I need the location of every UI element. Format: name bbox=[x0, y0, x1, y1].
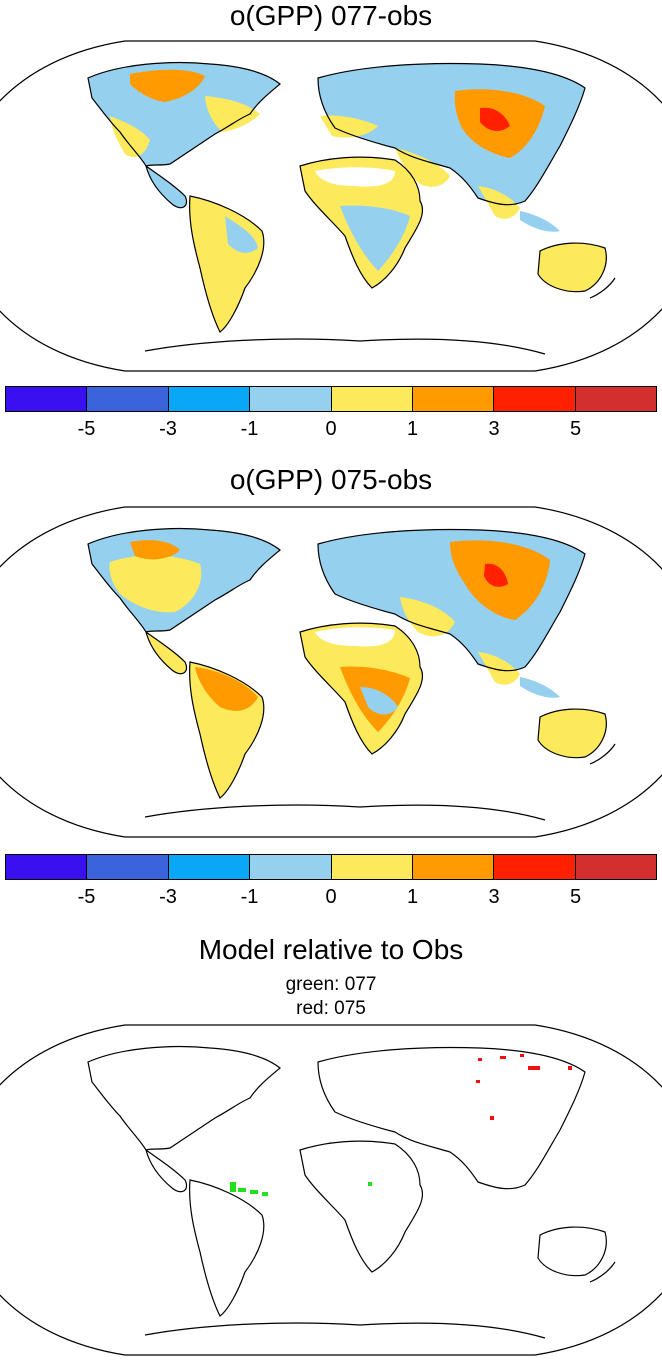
colorbar-2-ticks: -5 -3 -1 0 1 3 5 bbox=[5, 886, 657, 910]
colorbar-bin bbox=[87, 855, 169, 879]
tick-label: -3 bbox=[159, 886, 177, 908]
colorbar-bin bbox=[168, 855, 251, 879]
colorbar-1 bbox=[5, 386, 657, 412]
comparison-title: Model relative to Obs bbox=[198, 934, 464, 965]
colorbar-bin bbox=[6, 387, 88, 411]
colorbar-bin bbox=[331, 855, 413, 879]
colorbar-2 bbox=[5, 854, 657, 880]
colorbar-bin bbox=[87, 387, 169, 411]
red-markers bbox=[476, 1054, 572, 1120]
tick-label: 3 bbox=[488, 418, 500, 440]
tick-label: 3 bbox=[488, 886, 500, 908]
map-frame-2 bbox=[0, 506, 662, 838]
legend-green-label: green: 077 bbox=[285, 974, 377, 995]
tick-label: -5 bbox=[77, 418, 96, 440]
green-markers bbox=[230, 1182, 372, 1196]
colorbar-bin bbox=[168, 387, 251, 411]
gpp-fill-2 bbox=[88, 528, 607, 798]
map-panel-1 bbox=[0, 40, 662, 372]
colorbar-bin bbox=[331, 387, 413, 411]
colorbar-bin bbox=[412, 855, 495, 879]
tick-label: 0 bbox=[325, 418, 337, 440]
colorbar-bin bbox=[575, 855, 656, 879]
tick-label: -1 bbox=[240, 886, 259, 908]
colorbar-bin bbox=[6, 855, 88, 879]
tick-label: 5 bbox=[569, 418, 582, 440]
colorbar-1-ticks: -5 -3 -1 0 1 3 5 bbox=[5, 418, 657, 442]
colorbar-bin bbox=[412, 387, 495, 411]
colorbar-bin bbox=[494, 387, 576, 411]
coastlines-3 bbox=[87, 1045, 616, 1339]
colorbar-bin bbox=[250, 855, 332, 879]
map-frame-3 bbox=[0, 1024, 662, 1356]
tick-label: 1 bbox=[406, 418, 419, 440]
tick-label: 0 bbox=[325, 886, 337, 908]
coastlines-2 bbox=[87, 527, 616, 821]
tick-label: -1 bbox=[240, 418, 259, 440]
panel-2-title: o(GPP) 075-obs bbox=[229, 464, 433, 495]
gpp-fill-1 bbox=[88, 62, 607, 332]
tick-label: 5 bbox=[569, 886, 582, 908]
coastlines-1 bbox=[87, 61, 616, 355]
map-frame-1 bbox=[0, 40, 662, 372]
colorbar-bin bbox=[575, 387, 656, 411]
map-panel-2 bbox=[0, 506, 662, 838]
map-panel-3 bbox=[0, 1024, 662, 1356]
panel-1-title: o(GPP) 077-obs bbox=[229, 0, 433, 31]
tick-label: -3 bbox=[159, 418, 177, 440]
colorbar-bin bbox=[250, 387, 332, 411]
legend-red-label: red: 075 bbox=[296, 998, 366, 1019]
colorbar-bin bbox=[494, 855, 576, 879]
tick-label: 1 bbox=[406, 886, 419, 908]
tick-label: -5 bbox=[77, 886, 96, 908]
